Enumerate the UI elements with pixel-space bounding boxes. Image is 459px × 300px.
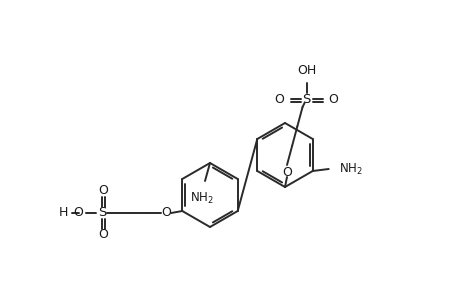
Text: O: O <box>328 92 338 106</box>
Text: S: S <box>302 92 310 106</box>
Text: S: S <box>98 206 106 220</box>
Text: O: O <box>98 184 108 197</box>
Text: O: O <box>274 92 284 106</box>
Text: O: O <box>98 229 108 242</box>
Text: H: H <box>59 206 68 220</box>
Text: OH: OH <box>296 64 315 77</box>
Text: NH$_2$: NH$_2$ <box>190 191 213 206</box>
Text: NH$_2$: NH$_2$ <box>338 161 362 176</box>
Text: O: O <box>161 206 171 220</box>
Text: O: O <box>281 167 291 179</box>
Text: O: O <box>73 206 83 220</box>
